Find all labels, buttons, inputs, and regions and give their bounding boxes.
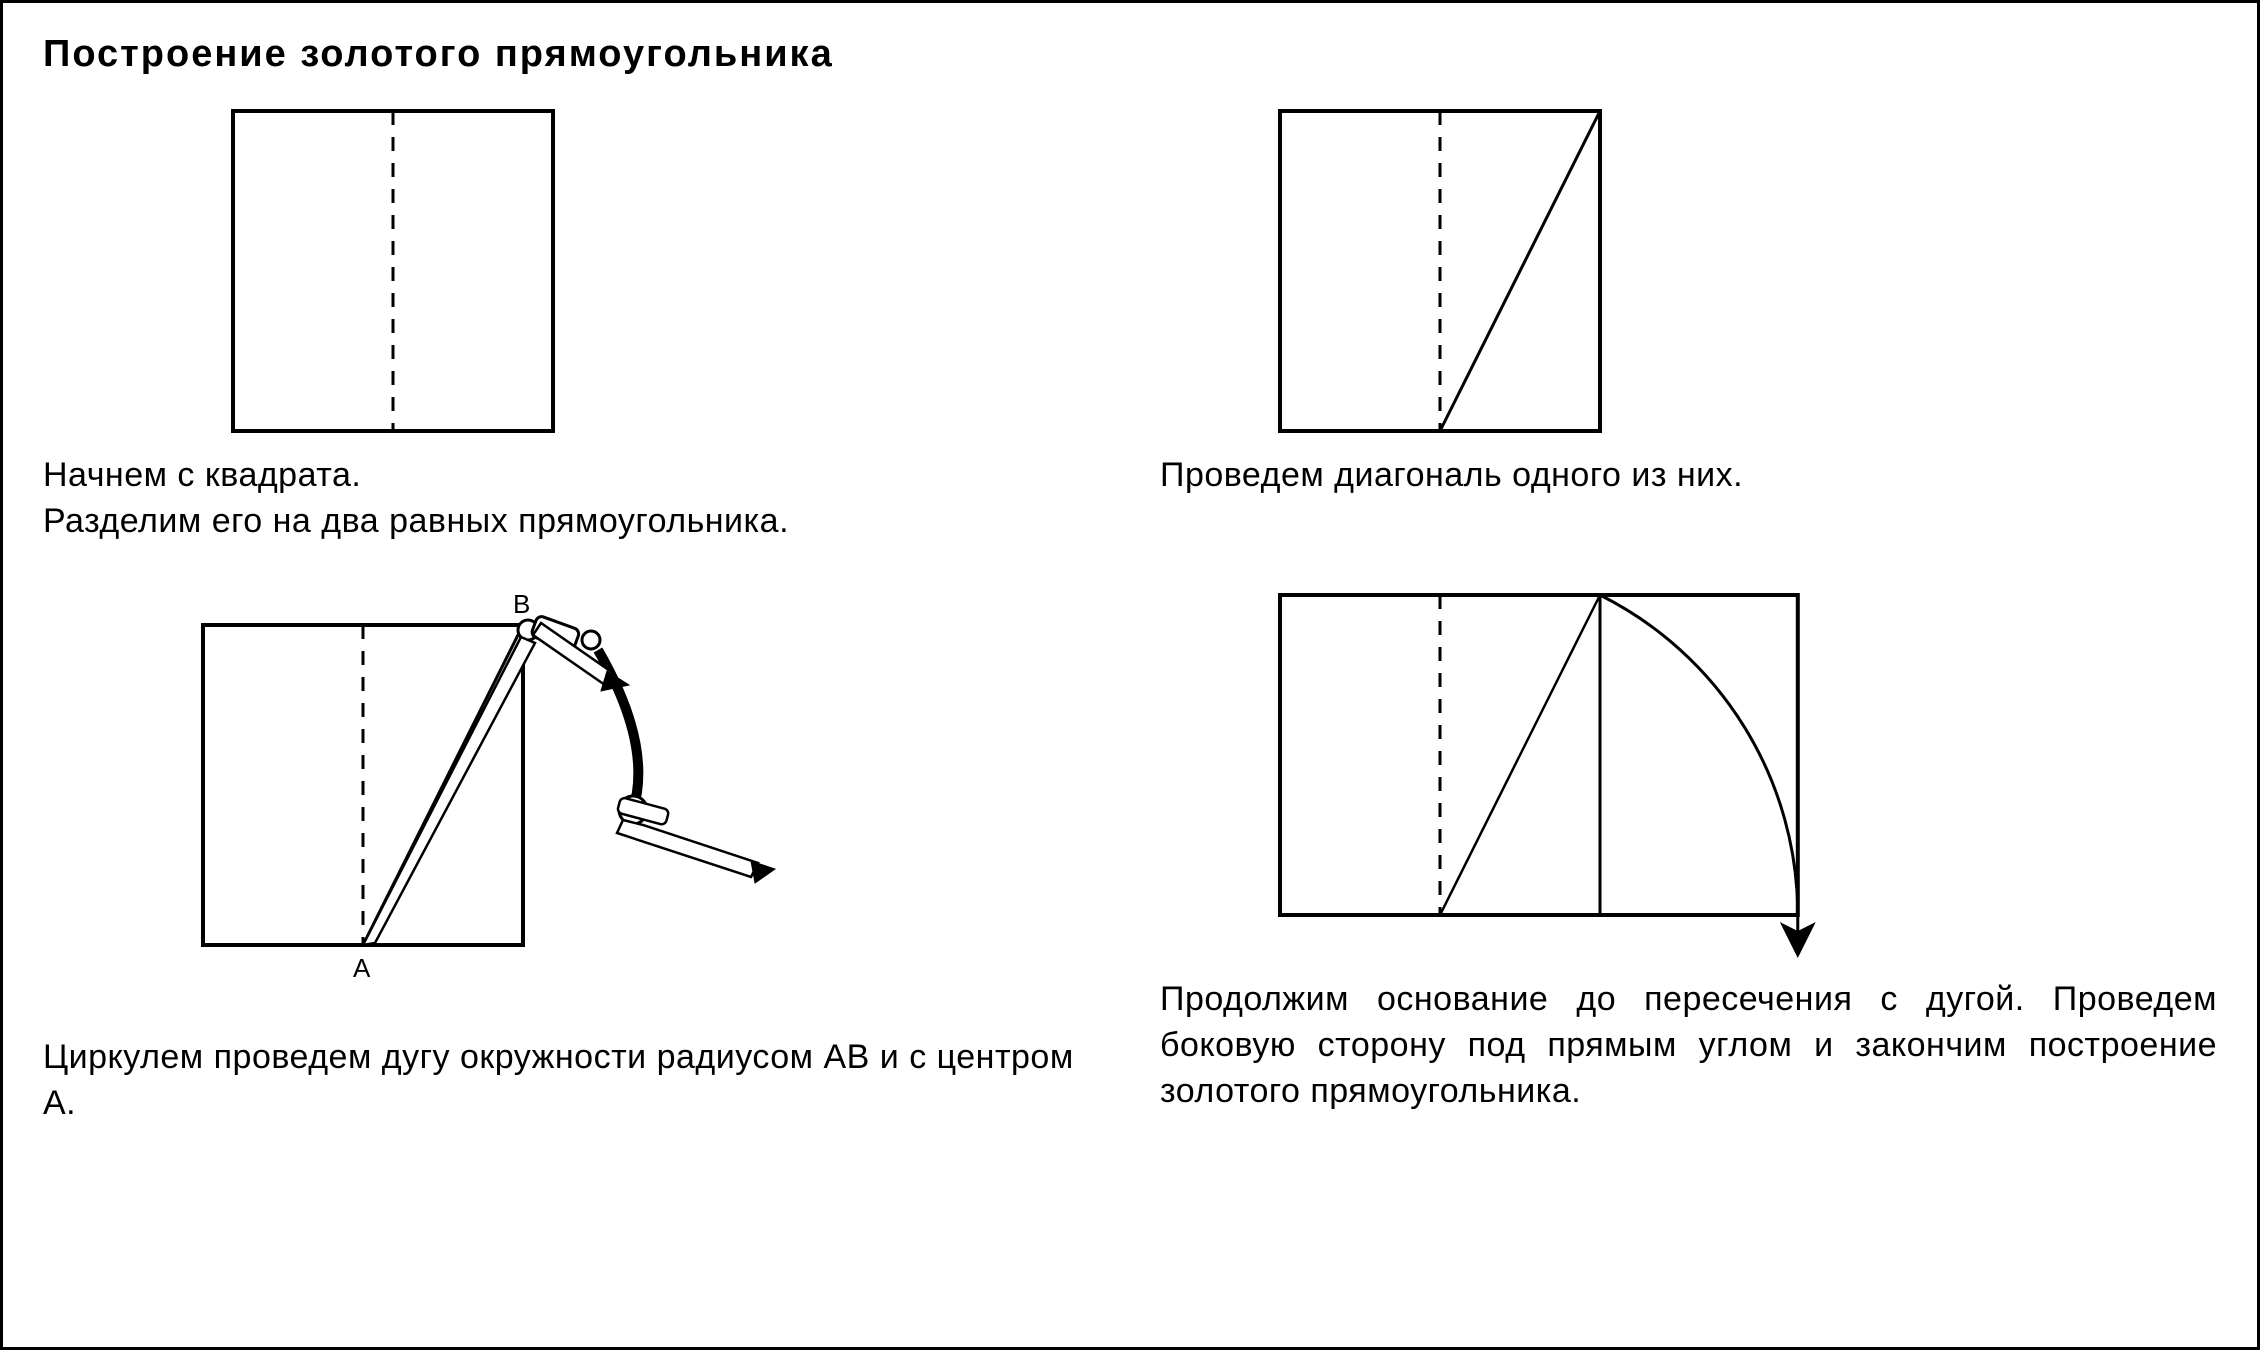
step3: B A — [43, 585, 1100, 1127]
step2-figure — [1270, 101, 1630, 441]
step3-label-a: A — [353, 953, 371, 983]
step4: Продолжим основание до пересечения с дуг… — [1160, 585, 2217, 1127]
step1-figure-wrap — [43, 101, 1100, 441]
step3-label-b: B — [513, 589, 530, 619]
step4-figure — [1270, 585, 1850, 965]
page: Построение золотого прямоугольника Начне… — [0, 0, 2260, 1350]
step2: Проведем диагональ одного из них. — [1160, 101, 2217, 545]
step2-diagonal — [1440, 111, 1600, 431]
step4-golden-rect — [1280, 595, 1798, 915]
step1-caption: Начнем с квадрата. Разделим его на два р… — [43, 453, 1100, 545]
compass-icon — [363, 615, 775, 945]
step1: Начнем с квадрата. Разделим его на два р… — [43, 101, 1100, 545]
step3-caption: Циркулем проведем дугу окружности радиус… — [43, 1035, 1100, 1127]
step2-caption: Проведем диагональ одного из них. — [1160, 453, 2217, 499]
step1-figure — [223, 101, 583, 441]
diagram-grid: Начнем с квадрата. Разделим его на два р… — [43, 101, 2217, 1127]
step3-figure: B A — [193, 585, 813, 1005]
page-title: Построение золотого прямоугольника — [43, 33, 2217, 76]
step4-arc — [1600, 595, 1798, 915]
step2-figure-wrap — [1160, 101, 2217, 441]
step4-caption: Продолжим основание до пересечения с дуг… — [1160, 977, 2217, 1115]
step4-figure-wrap — [1160, 585, 2217, 965]
step4-tri-left — [1440, 595, 1600, 915]
step3-figure-wrap: B A — [43, 585, 1100, 1005]
